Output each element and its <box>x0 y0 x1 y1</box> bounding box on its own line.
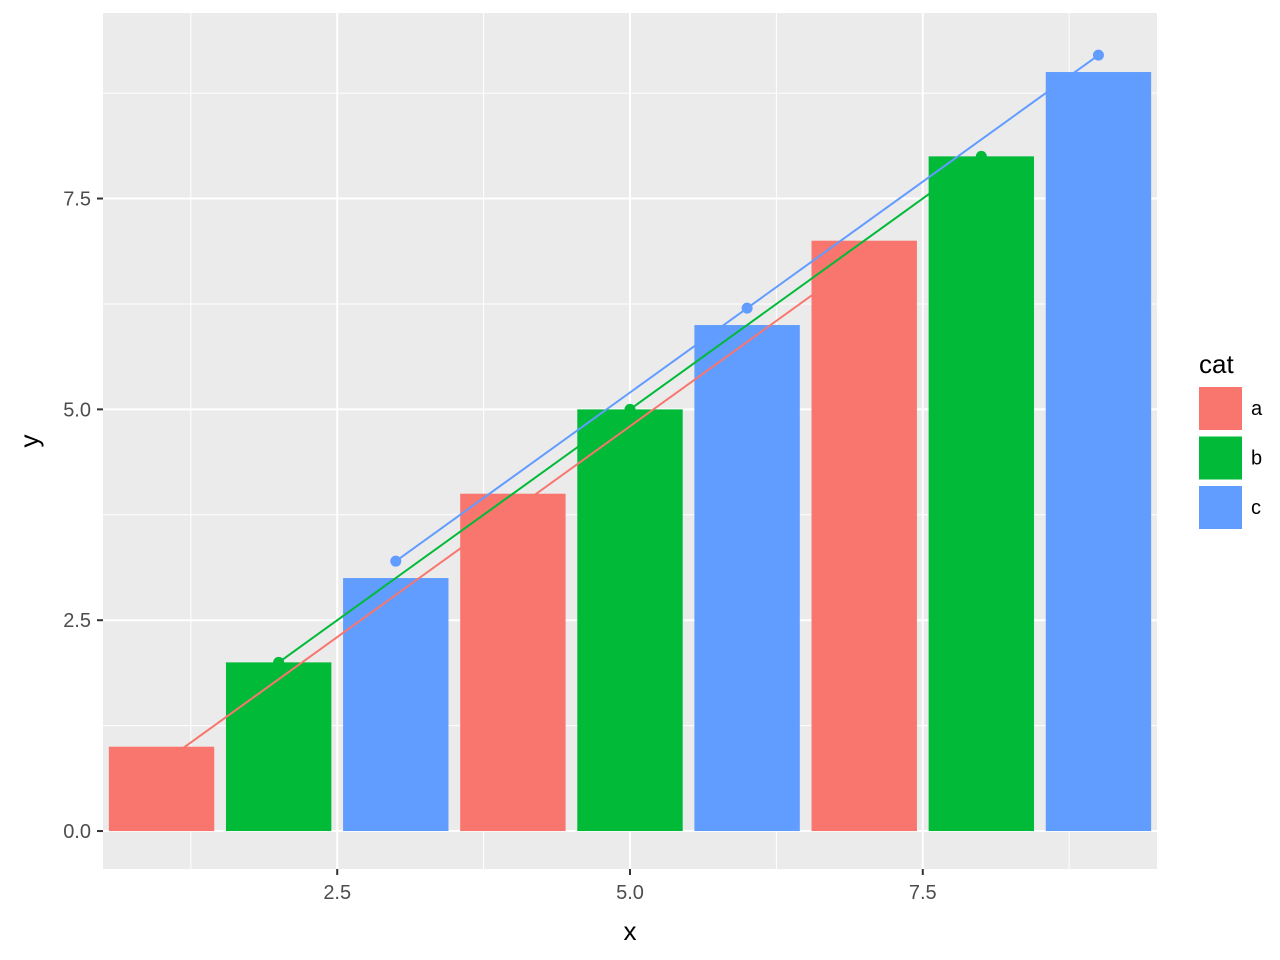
series-point-a <box>156 758 168 770</box>
legend-label-a: a <box>1251 398 1263 420</box>
x-tick-label: 7.5 <box>909 882 937 904</box>
bar-b-x8 <box>928 156 1035 832</box>
y-tick-label: 5.0 <box>63 399 91 421</box>
bar-c-x3 <box>343 578 449 832</box>
series-point-b <box>273 656 285 668</box>
legend-key-c <box>1199 486 1242 529</box>
legend-key-b <box>1199 436 1242 480</box>
x-axis-title: x <box>624 916 637 946</box>
legend-label-c: c <box>1251 497 1261 519</box>
bar-a-x7 <box>811 240 917 832</box>
y-tick-label: 0.0 <box>63 821 91 843</box>
y-axis-title: y <box>14 435 44 448</box>
y-tick-label: 2.5 <box>63 610 91 632</box>
bar-c-x9 <box>1045 72 1152 832</box>
x-tick-label: 5.0 <box>616 882 644 904</box>
series-point-c <box>741 302 753 314</box>
y-tick-label: 7.5 <box>63 189 91 211</box>
bar-a-x4 <box>460 493 566 832</box>
series-point-a <box>507 505 519 517</box>
bar-b-x5 <box>577 409 683 832</box>
legend-label-b: b <box>1251 448 1262 470</box>
bar-layer <box>108 72 1152 832</box>
axis-layer: 0.0 2.5 5.0 7.5 2.5 5.0 7.5 <box>63 189 936 904</box>
series-point-c <box>390 555 402 567</box>
series-point-b <box>975 150 987 162</box>
series-point-c <box>1092 49 1104 61</box>
bar-b-x2 <box>225 662 332 832</box>
series-point-b <box>624 403 636 415</box>
x-tick-label: 2.5 <box>323 882 351 904</box>
bar-c-x6 <box>694 325 800 832</box>
legend: cat a b c <box>1199 349 1263 529</box>
series-point-a <box>858 252 870 264</box>
legend-key-a <box>1199 387 1242 430</box>
line-layer <box>156 49 1104 770</box>
legend-title: cat <box>1199 349 1234 379</box>
